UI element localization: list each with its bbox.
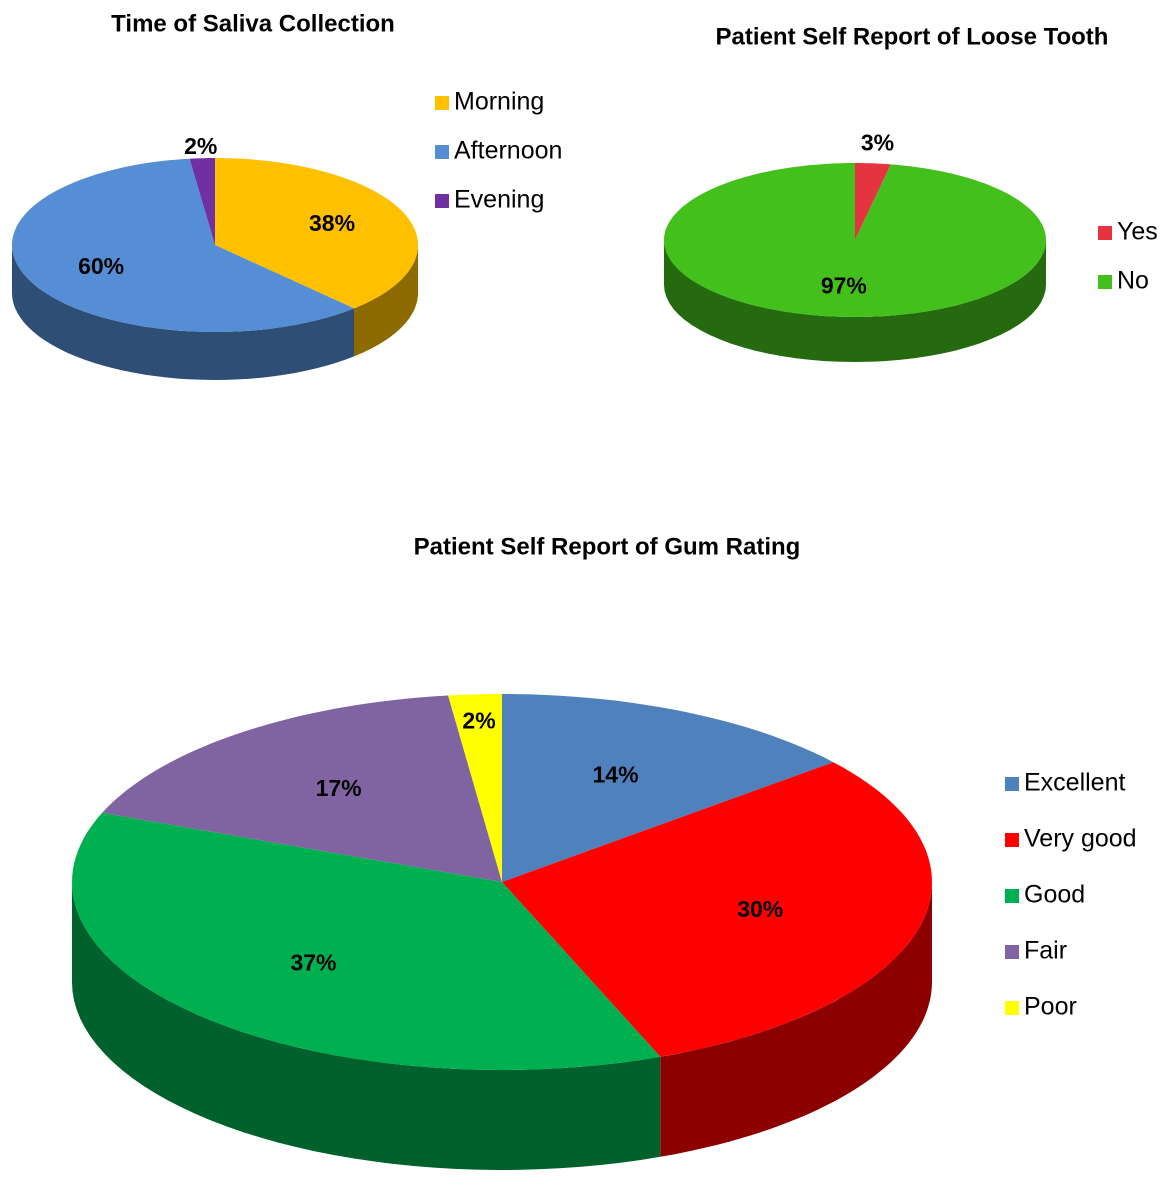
legend-label: Good bbox=[1024, 881, 1085, 909]
legend-label: Poor bbox=[1024, 993, 1077, 1021]
legend-label: Yes bbox=[1117, 218, 1158, 246]
data-label: 37% bbox=[290, 949, 336, 975]
slice bbox=[72, 812, 661, 1070]
data-label: 17% bbox=[316, 775, 362, 801]
slice bbox=[448, 694, 502, 882]
legend-swatch bbox=[435, 145, 449, 159]
chart-title: Patient Self Report of Loose Tooth bbox=[716, 23, 1109, 50]
legend-swatch bbox=[435, 194, 449, 208]
slice-side bbox=[664, 240, 1046, 362]
legend-label: No bbox=[1117, 267, 1149, 295]
slice-side bbox=[72, 882, 661, 1170]
legend-label: Evening bbox=[454, 186, 544, 214]
legend-swatch bbox=[435, 96, 449, 110]
legend-swatch bbox=[1005, 833, 1019, 847]
legend-label: Very good bbox=[1024, 825, 1137, 853]
chart-title: Patient Self Report of Gum Rating bbox=[414, 533, 801, 560]
legend-label: Morning bbox=[454, 88, 544, 116]
slice bbox=[102, 695, 502, 882]
slice bbox=[215, 158, 418, 309]
data-label: 2% bbox=[184, 133, 217, 159]
legend-swatch bbox=[1005, 945, 1019, 959]
slice bbox=[855, 163, 891, 240]
legend-label: Excellent bbox=[1024, 769, 1125, 797]
slice bbox=[12, 158, 354, 332]
data-label: 60% bbox=[78, 253, 124, 279]
slice bbox=[189, 158, 215, 245]
slice bbox=[502, 762, 932, 1057]
data-label: 3% bbox=[861, 129, 894, 155]
legend-swatch bbox=[1098, 226, 1112, 240]
legend-label: Afternoon bbox=[454, 137, 562, 165]
data-label: 14% bbox=[592, 762, 638, 788]
slice-side bbox=[660, 882, 932, 1157]
data-label: 38% bbox=[309, 210, 355, 236]
legend-label: Fair bbox=[1024, 937, 1067, 965]
legend-swatch bbox=[1005, 777, 1019, 791]
chart-title: Time of Saliva Collection bbox=[111, 10, 395, 37]
data-label: 97% bbox=[821, 273, 867, 299]
legend-swatch bbox=[1005, 1001, 1019, 1015]
slice-side bbox=[12, 245, 354, 380]
slice bbox=[664, 163, 1046, 317]
legend-swatch bbox=[1005, 889, 1019, 903]
slice bbox=[502, 694, 834, 882]
data-label: 30% bbox=[737, 896, 783, 922]
data-label: 2% bbox=[462, 708, 495, 734]
legend-swatch bbox=[1098, 275, 1112, 289]
slice-side bbox=[354, 245, 418, 357]
